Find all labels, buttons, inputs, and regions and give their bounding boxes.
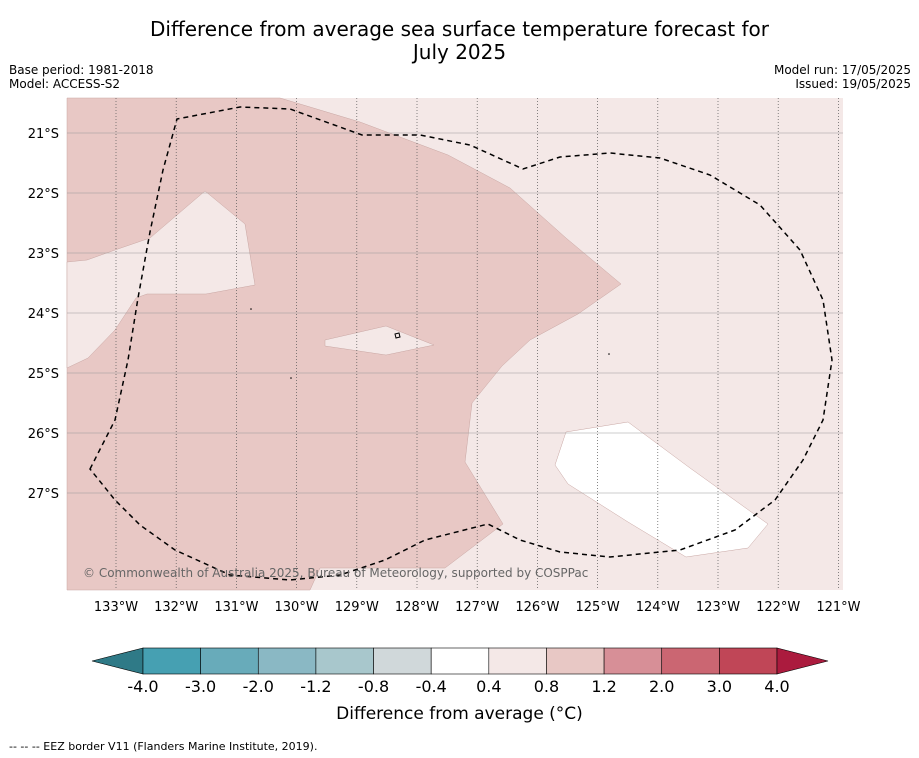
colorbar-tick-label: 4.0 [764, 677, 790, 696]
chart-title: Difference from average sea surface temp… [0, 18, 919, 64]
colorbar-tick-label: -2.0 [242, 677, 274, 696]
longitude-labels: 133°W 132°W 131°W 130°W 129°W 128°W 127°W 126°W… [94, 600, 861, 615]
latitude-label: 23°S [28, 247, 59, 262]
metadata-left: Base period: 1981-2018 Model: ACCESS-S2 [9, 63, 154, 91]
anomaly-region-neutral [554, 421, 769, 558]
colorbar-tick-label: -1.2 [300, 677, 332, 696]
longitude-label: 131°W [214, 600, 258, 615]
colorbar-extension-low [91, 647, 144, 675]
colorbar-segment [200, 647, 259, 675]
colorbar-extension-high [776, 647, 829, 675]
island-dot [608, 353, 610, 355]
colorbar-tick-label: 3.0 [706, 677, 733, 696]
colorbar-segment [603, 647, 663, 675]
longitude-label: 122°W [756, 600, 800, 615]
island-dot [290, 377, 292, 379]
colorbar [91, 647, 829, 675]
colorbar-segment [315, 647, 374, 675]
model-run: Model run: 17/05/2025 [773, 63, 911, 77]
model-name: Model: ACCESS-S2 [9, 77, 121, 91]
longitude-label: 125°W [576, 600, 620, 615]
colorbar-segment [373, 647, 432, 675]
longitude-label: 132°W [154, 600, 198, 615]
island-outline [394, 332, 401, 339]
colorbar-tick-label: 0.8 [533, 677, 560, 696]
colorbar-tick-label: -3.0 [185, 677, 217, 696]
eez-border [89, 106, 833, 581]
longitude-label: 128°W [395, 600, 439, 615]
colorbar-segment [257, 647, 317, 675]
island-dot [250, 308, 252, 310]
footnote: -- -- -- EEZ border V11 (Flanders Marine… [9, 740, 318, 753]
latitude-labels: 21°S 22°S 23°S 24°S 25°S 26°S 27°S [28, 127, 59, 502]
copyright-notice: © Commonwealth of Australia 2025, Bureau… [83, 566, 588, 580]
latitude-label: 21°S [28, 127, 59, 142]
latitude-label: 26°S [28, 427, 59, 442]
longitude-label: 130°W [275, 600, 319, 615]
colorbar-segment [719, 647, 778, 675]
colorbar-label: Difference from average (°C) [336, 704, 583, 724]
gridlines [67, 98, 843, 590]
latitude-label: 25°S [28, 367, 59, 382]
colorbar-tick-label: 1.2 [591, 677, 617, 696]
colorbar-tick-label: -0.8 [357, 677, 390, 696]
metadata-right: Model run: 17/05/2025 Issued: 19/05/2025 [774, 63, 911, 91]
longitude-label: 121°W [816, 600, 860, 615]
longitude-label: 129°W [335, 600, 379, 615]
title-line-2: July 2025 [412, 40, 507, 64]
latitude-label: 22°S [28, 187, 59, 202]
anomaly-region-west-0-4-to-0-8 [66, 190, 256, 369]
anomaly-region-center-0-4-to-0-8 [324, 325, 435, 356]
title-line-1: Difference from average sea surface temp… [149, 17, 769, 41]
colorbar-segment [488, 647, 547, 675]
colorbar-tick-label: -4.0 [127, 677, 159, 696]
longitude-label: 133°W [94, 600, 138, 615]
colorbar-segment [142, 647, 201, 675]
colorbar-tick-label: -0.4 [415, 677, 447, 696]
longitude-label: 124°W [636, 600, 680, 615]
colorbar-segment [546, 647, 605, 675]
latitude-label: 27°S [28, 487, 59, 502]
latitude-label: 24°S [28, 307, 59, 322]
longitude-label: 126°W [515, 600, 559, 615]
longitude-label: 127°W [455, 600, 499, 615]
issued-date: Issued: 19/05/2025 [795, 77, 911, 91]
colorbar-tick-label: 2.0 [648, 677, 675, 696]
colorbar-tick-label: 0.4 [476, 677, 502, 696]
colorbar-segment [661, 647, 720, 675]
colorbar-segment [430, 647, 490, 675]
base-period: Base period: 1981-2018 [9, 63, 154, 77]
map-panel: © Commonwealth of Australia 2025, Bureau… [66, 97, 843, 591]
longitude-label: 123°W [696, 600, 740, 615]
